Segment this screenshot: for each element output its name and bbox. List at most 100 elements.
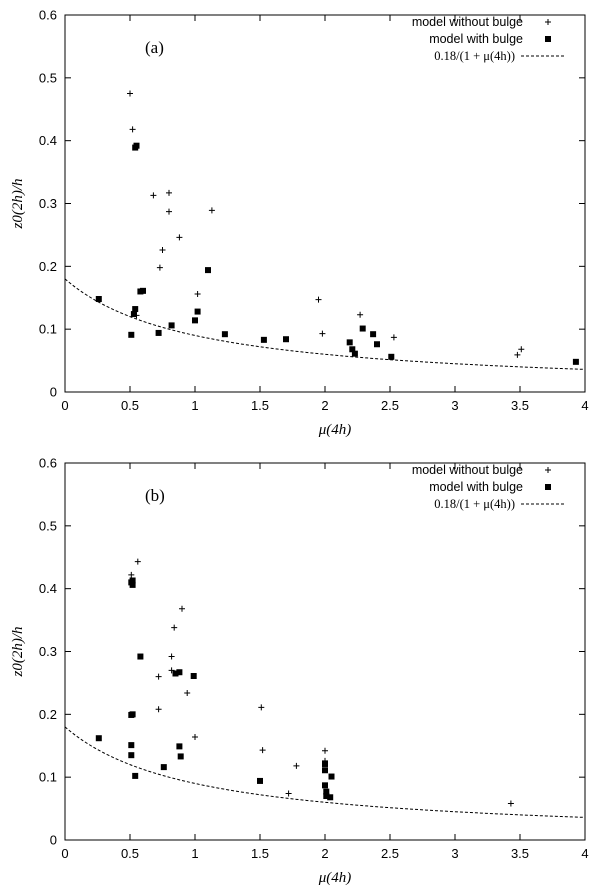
point-without-bulge	[194, 290, 201, 297]
y-tick-label: 0.6	[39, 8, 57, 23]
point-with-bulge	[322, 767, 328, 774]
point-without-bulge	[155, 673, 162, 680]
point-without-bulge	[168, 667, 175, 674]
point-with-bulge	[95, 735, 102, 742]
point-without-bulge	[150, 192, 157, 199]
point-with-bulge	[346, 339, 353, 346]
point-with-bulge	[190, 673, 197, 680]
point-with-bulge	[205, 267, 211, 274]
point-with-bulge	[351, 350, 358, 357]
x-tick-label: 0.5	[121, 846, 139, 861]
x-tick-label: 3	[451, 846, 458, 861]
point-with-bulge	[374, 341, 380, 348]
point-without-bulge	[129, 126, 136, 133]
y-tick-label: 0.2	[39, 259, 57, 274]
x-tick-label: 1	[191, 398, 198, 413]
point-without-bulge	[514, 351, 521, 358]
point-with-bulge	[132, 772, 139, 779]
plot-frame	[64, 14, 586, 393]
legend-label-with-bulge: model with bulge	[429, 32, 523, 46]
legend-marker-without-bulge	[545, 19, 551, 25]
point-with-bulge	[192, 317, 198, 324]
x-tick-label: 1.5	[251, 398, 269, 413]
y-tick-label: 0.5	[39, 70, 57, 85]
x-tick-label: 2	[321, 846, 328, 861]
x-tick-label: 1	[191, 846, 198, 861]
point-with-bulge	[257, 777, 263, 784]
point-with-bulge	[177, 753, 184, 760]
point-without-bulge	[208, 207, 215, 214]
legend-label-without-bulge: model without bulge	[412, 463, 523, 477]
x-tick-label: 2	[321, 398, 328, 413]
legend-label-fit-curve: 0.18/(1 + μ(4h))	[434, 497, 515, 511]
point-with-bulge	[130, 311, 137, 318]
panel-label: (b)	[145, 486, 165, 505]
y-tick-label: 0.3	[39, 644, 57, 659]
point-with-bulge	[283, 336, 289, 343]
point-with-bulge	[221, 331, 228, 338]
point-without-bulge	[128, 571, 135, 578]
x-axis-title: μ(4h)	[318, 870, 352, 886]
panel-label: (a)	[145, 38, 164, 57]
y-tick-label: 0.4	[39, 133, 57, 148]
legend-label-with-bulge: model with bulge	[429, 480, 523, 494]
point-with-bulge	[323, 793, 330, 800]
point-with-bulge	[133, 142, 140, 149]
point-without-bulge	[176, 234, 183, 241]
legend-label-without-bulge: model without bulge	[412, 15, 523, 29]
point-with-bulge	[140, 287, 146, 294]
y-tick-label: 0.5	[39, 518, 57, 533]
x-tick-label: 3.5	[511, 846, 529, 861]
point-with-bulge	[128, 331, 135, 338]
x-tick-label: 2.5	[381, 846, 399, 861]
y-tick-label: 0.4	[39, 581, 57, 596]
point-with-bulge	[194, 308, 201, 315]
point-without-bulge	[293, 762, 300, 769]
point-with-bulge	[132, 306, 139, 313]
point-without-bulge	[507, 800, 514, 807]
point-without-bulge	[159, 246, 166, 253]
point-with-bulge	[128, 742, 135, 749]
x-tick-label: 3	[451, 398, 458, 413]
y-tick-label: 0	[50, 833, 57, 848]
y-tick-label: 0	[50, 385, 57, 400]
point-with-bulge	[322, 782, 328, 789]
x-tick-label: 0	[61, 846, 68, 861]
point-without-bulge	[166, 208, 172, 215]
point-without-bulge	[390, 334, 397, 341]
y-tick-label: 0.1	[39, 770, 57, 785]
point-with-bulge	[370, 331, 377, 338]
legend-label-fit-curve: 0.18/(1 + μ(4h))	[434, 49, 515, 63]
point-without-bulge	[155, 706, 162, 713]
point-with-bulge	[260, 336, 267, 343]
chart-panel-b: 0 0.5 1 1.5 2 2.5 3 3.5 4 0 0.1 0.2 0.3 0.4 0.5 0.6 μ(4h…	[10, 456, 589, 887]
point-with-bulge	[168, 322, 175, 329]
y-tick-label: 0.1	[39, 322, 57, 337]
chart-panel-a: 0 0.5 1 1.5 2 2.5 3 3.5 4 0 0.1 0.2 0.3 0.4 0.5 0.6 μ(4h…	[10, 8, 589, 439]
point-with-bulge	[359, 325, 366, 332]
point-without-bulge	[357, 311, 364, 318]
y-tick-label: 0.6	[39, 456, 57, 471]
x-tick-label: 2.5	[381, 398, 399, 413]
point-without-bulge	[258, 704, 265, 711]
x-tick-label: 0	[61, 398, 68, 413]
point-without-bulge	[171, 624, 178, 631]
point-with-bulge	[129, 577, 136, 584]
point-with-bulge	[176, 743, 183, 750]
point-with-bulge	[155, 329, 162, 336]
point-without-bulge	[156, 264, 163, 271]
y-tick-label: 0.3	[39, 196, 57, 211]
point-with-bulge	[129, 711, 136, 718]
point-with-bulge	[129, 581, 136, 588]
x-tick-label: 4	[581, 846, 588, 861]
point-without-bulge	[127, 90, 133, 97]
point-without-bulge	[518, 346, 525, 353]
x-tick-label: 0.5	[121, 398, 139, 413]
y-axis-title: z0(2h)/h	[10, 627, 26, 678]
point-with-bulge	[172, 670, 179, 677]
x-axis-title: μ(4h)	[318, 422, 352, 438]
legend-marker-with-bulge	[545, 36, 551, 42]
x-tick-label: 1.5	[251, 846, 269, 861]
x-tick-label: 4	[581, 398, 588, 413]
